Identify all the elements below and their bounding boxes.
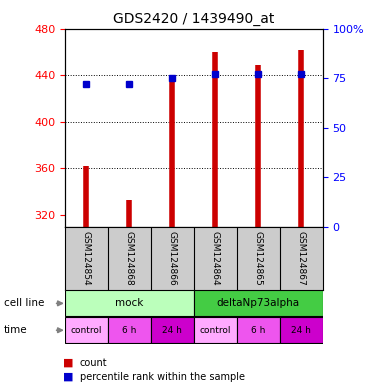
Text: 6 h: 6 h (251, 326, 266, 335)
Bar (151, 317, 194, 343)
Text: GSM124866: GSM124866 (168, 231, 177, 286)
Text: cell line: cell line (4, 298, 44, 308)
Text: 24 h: 24 h (291, 326, 311, 335)
Bar (194, 317, 237, 343)
Text: control: control (200, 326, 231, 335)
Text: GSM124854: GSM124854 (82, 231, 91, 286)
Text: control: control (70, 326, 102, 335)
Text: GSM124867: GSM124867 (297, 231, 306, 286)
Bar (108, 317, 151, 343)
Text: mock: mock (115, 298, 144, 308)
Bar (65, 317, 108, 343)
Text: count: count (80, 358, 107, 368)
Text: 6 h: 6 h (122, 326, 137, 335)
Text: GSM124868: GSM124868 (125, 231, 134, 286)
Bar (280, 317, 323, 343)
Text: 24 h: 24 h (162, 326, 182, 335)
Text: percentile rank within the sample: percentile rank within the sample (80, 372, 245, 382)
Text: ■: ■ (63, 358, 73, 368)
Text: GSM124865: GSM124865 (254, 231, 263, 286)
Title: GDS2420 / 1439490_at: GDS2420 / 1439490_at (113, 12, 275, 26)
Bar (194, 290, 323, 316)
Text: GSM124864: GSM124864 (211, 231, 220, 286)
Text: ■: ■ (63, 372, 73, 382)
Bar (65, 290, 194, 316)
Text: time: time (4, 325, 27, 335)
Text: deltaNp73alpha: deltaNp73alpha (217, 298, 300, 308)
Bar (237, 317, 280, 343)
